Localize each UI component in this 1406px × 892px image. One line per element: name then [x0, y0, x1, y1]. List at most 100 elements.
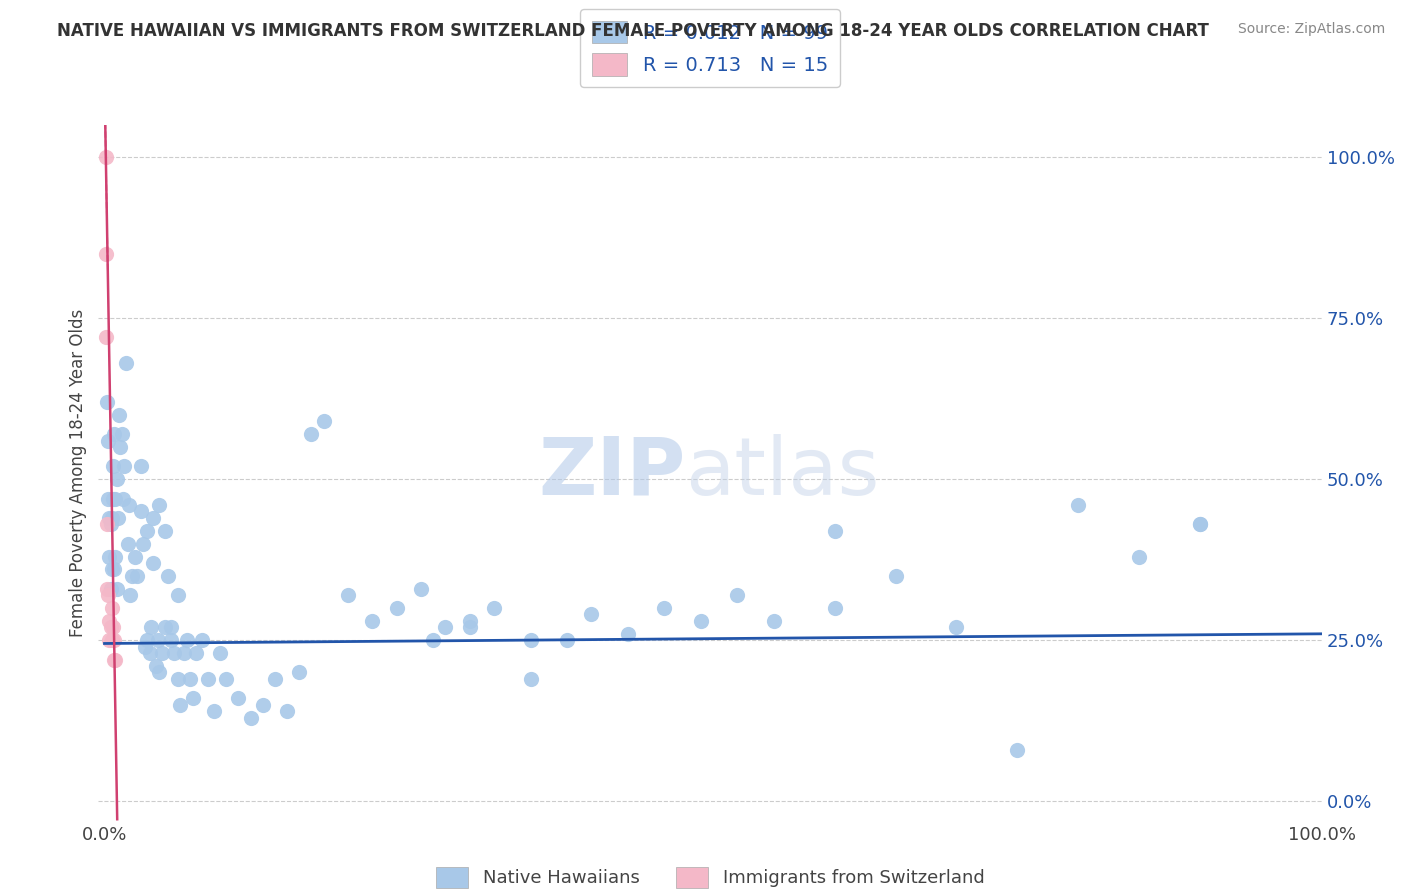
Legend: Native Hawaiians, Immigrants from Switzerland: Native Hawaiians, Immigrants from Switze… [429, 860, 991, 892]
Point [264, 672, 287, 686]
Point [98, 614, 121, 628]
Point [96, 517, 118, 532]
Point [120, 588, 142, 602]
Point [121, 569, 143, 583]
Point [434, 620, 457, 634]
Point [103, 562, 125, 576]
Point [105, 582, 128, 596]
Point [581, 607, 603, 622]
Point [179, 672, 201, 686]
Point [654, 601, 676, 615]
Point [100, 620, 122, 634]
Point [97, 434, 120, 448]
Point [101, 620, 124, 634]
Point [101, 511, 124, 525]
Point [145, 659, 167, 673]
Point [146, 633, 169, 648]
Point [166, 672, 188, 686]
Point [1188, 517, 1211, 532]
Point [617, 627, 640, 641]
Point [824, 524, 846, 538]
Point [1007, 743, 1029, 757]
Point [98, 633, 121, 648]
Text: atlas: atlas [686, 434, 880, 512]
Point [458, 620, 481, 634]
Point [94, 150, 117, 164]
Point [690, 614, 713, 628]
Point [97, 491, 120, 506]
Point [139, 620, 162, 634]
Point [228, 691, 250, 706]
Text: Source: ZipAtlas.com: Source: ZipAtlas.com [1237, 22, 1385, 37]
Y-axis label: Female Poverty Among 18-24 Year Olds: Female Poverty Among 18-24 Year Olds [69, 309, 87, 637]
Point [519, 633, 541, 648]
Point [136, 633, 159, 648]
Point [96, 582, 118, 596]
Point [132, 536, 155, 550]
Point [458, 614, 481, 628]
Point [100, 582, 122, 596]
Point [112, 459, 135, 474]
Point [209, 646, 232, 660]
Point [101, 633, 124, 648]
Point [129, 459, 152, 474]
Point [103, 652, 125, 666]
Point [150, 646, 173, 660]
Point [239, 710, 262, 724]
Point [945, 620, 967, 634]
Point [117, 536, 139, 550]
Point [111, 491, 134, 506]
Text: NATIVE HAWAIIAN VS IMMIGRANTS FROM SWITZERLAND FEMALE POVERTY AMONG 18-24 YEAR O: NATIVE HAWAIIAN VS IMMIGRANTS FROM SWITZ… [56, 22, 1209, 40]
Point [94, 246, 117, 260]
Point [138, 646, 160, 660]
Point [134, 640, 156, 654]
Point [1067, 498, 1090, 512]
Point [104, 491, 127, 506]
Point [155, 524, 177, 538]
Point [136, 524, 159, 538]
Point [299, 427, 322, 442]
Point [105, 472, 128, 486]
Point [176, 633, 198, 648]
Point [422, 633, 444, 648]
Point [148, 498, 170, 512]
Point [183, 691, 205, 706]
Point [96, 395, 118, 409]
Point [142, 556, 165, 570]
Point [160, 633, 183, 648]
Point [103, 427, 125, 442]
Point [103, 633, 125, 648]
Point [163, 646, 186, 660]
Point [361, 614, 384, 628]
Point [142, 511, 165, 525]
Point [98, 511, 121, 525]
Point [312, 414, 335, 428]
Point [336, 588, 359, 602]
Point [762, 614, 785, 628]
Point [173, 646, 195, 660]
Point [155, 620, 177, 634]
Point [156, 569, 179, 583]
Point [110, 440, 132, 454]
Point [169, 698, 191, 712]
Point [118, 498, 141, 512]
Point [148, 665, 170, 680]
Point [104, 549, 127, 564]
Point [98, 549, 121, 564]
Point [97, 588, 120, 602]
Point [288, 665, 311, 680]
Point [101, 459, 124, 474]
Point [129, 504, 152, 518]
Point [385, 601, 408, 615]
Point [824, 601, 846, 615]
Point [482, 601, 505, 615]
Point [127, 569, 149, 583]
Point [94, 330, 117, 344]
Point [276, 704, 298, 718]
Point [108, 408, 131, 422]
Point [101, 562, 124, 576]
Point [124, 549, 146, 564]
Point [110, 427, 132, 442]
Point [884, 569, 907, 583]
Point [725, 588, 748, 602]
